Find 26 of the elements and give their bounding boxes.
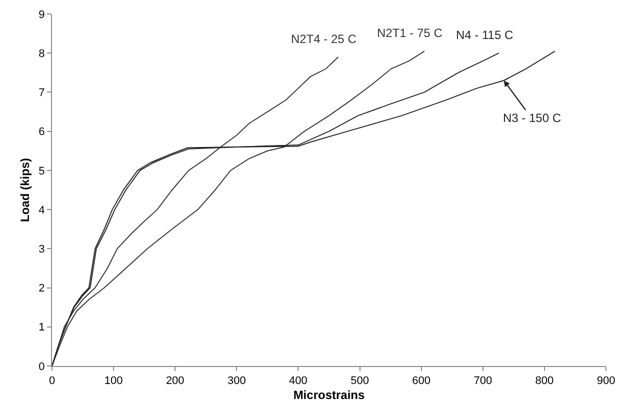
text: N3 - 150 C	[503, 111, 562, 125]
y-tick-label: 2	[38, 282, 45, 295]
series-label: N2T4 - 25 C	[291, 32, 357, 46]
y-tick-label: 4	[38, 204, 45, 216]
x-tick-label: 700	[474, 375, 492, 388]
series-label: N4 - 115 C	[456, 28, 514, 42]
y-tick-label: 8	[38, 48, 45, 60]
x-tick-label: 500	[350, 375, 369, 388]
y-tick-label: 1	[38, 322, 45, 334]
x-tick-label: 400	[289, 375, 308, 388]
y-tick-label: 3	[38, 244, 45, 256]
x-tick-label: 0	[48, 375, 56, 388]
x-tick-label: 800	[535, 375, 554, 388]
y-tick-label: 9	[38, 8, 45, 21]
series-label: N2T1 - 75 C	[377, 26, 443, 40]
y-tick-label: 6	[38, 126, 45, 138]
x-tick-label: 100	[104, 375, 123, 388]
x-tick-label: 600	[412, 375, 431, 388]
y-tick-label: 5	[38, 165, 45, 178]
y-axis-title: Load (kips)	[18, 158, 32, 222]
x-tick-label: 200	[166, 375, 184, 388]
x-axis-title: Microstrains	[293, 388, 365, 402]
y-tick-label: 0	[38, 360, 45, 373]
x-tick-label: 300	[227, 375, 246, 388]
x-tick-label: 900	[596, 375, 616, 388]
y-tick-label: 7	[38, 87, 45, 100]
